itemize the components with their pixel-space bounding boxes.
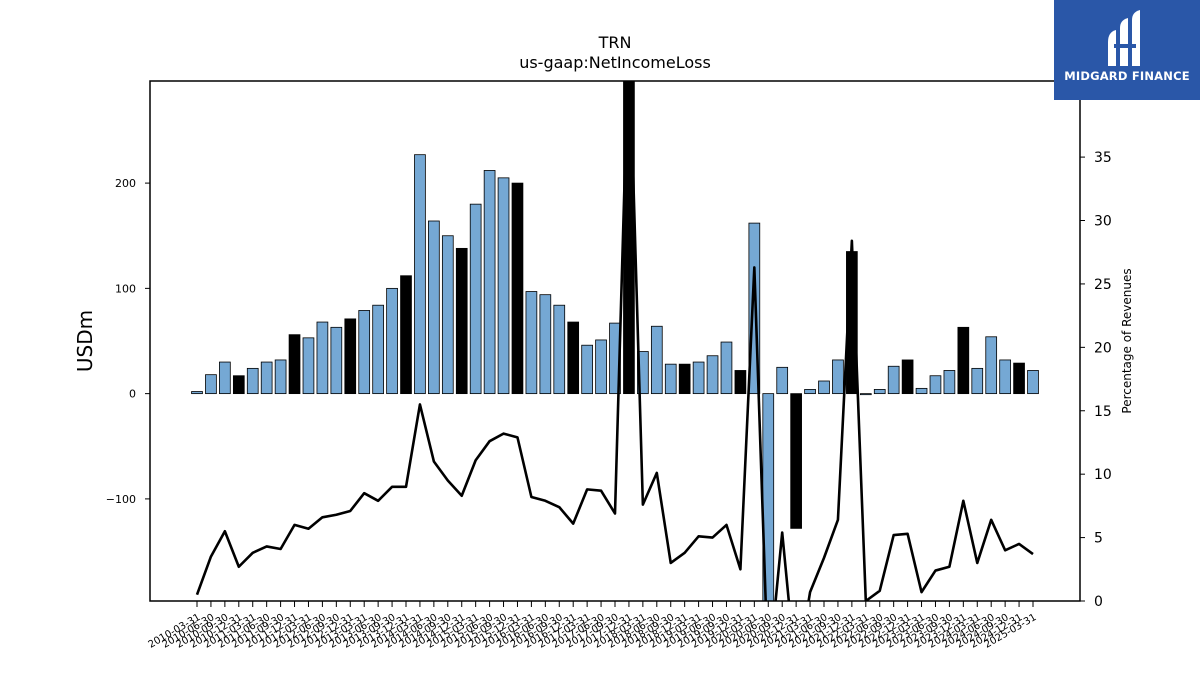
bar (678, 363, 691, 395)
bar (859, 393, 872, 396)
bar (985, 336, 998, 395)
bar (776, 366, 789, 395)
left-axis: −100 0 100 200 (106, 177, 150, 506)
left-tick-label: 200 (115, 177, 136, 190)
bar (246, 367, 259, 395)
bar (511, 182, 524, 395)
bar (650, 325, 663, 395)
bar (428, 220, 440, 395)
bar (692, 361, 705, 395)
bar (232, 375, 245, 395)
chart-subtitle: us-gaap:NetIncomeLoss (519, 53, 711, 72)
bar (818, 380, 830, 395)
bar (943, 370, 956, 395)
bar (664, 363, 677, 395)
bar (414, 154, 426, 395)
bar (525, 291, 538, 395)
bar (832, 359, 844, 395)
right-tick-label: 25 (1094, 277, 1112, 293)
bar (1027, 370, 1039, 395)
bar (971, 367, 984, 395)
right-tick-label: 35 (1094, 150, 1112, 166)
bar (790, 393, 802, 529)
bar (302, 337, 315, 395)
bar (288, 334, 301, 395)
left-tick-label: 100 (115, 282, 136, 295)
right-axis: 0 5 10 15 20 25 30 35 (1080, 150, 1112, 610)
bar (191, 391, 203, 395)
bar (567, 321, 580, 395)
bar (358, 310, 371, 395)
bar (455, 247, 468, 395)
bar (734, 370, 747, 395)
line-series-group (195, 81, 1034, 601)
right-tick-label: 5 (1094, 531, 1103, 547)
left-tick-label: −100 (106, 493, 136, 506)
bar (386, 287, 398, 395)
bar (205, 374, 217, 395)
bar (316, 321, 329, 395)
bar (441, 235, 454, 395)
bar (483, 170, 496, 395)
bar (901, 359, 914, 395)
bar-series (191, 81, 1039, 601)
right-axis-label: Percentage of Revenues (1120, 268, 1134, 413)
bar (469, 203, 482, 395)
bar (706, 355, 719, 395)
bar (595, 339, 607, 395)
bar (929, 375, 942, 395)
right-tick-label: 10 (1094, 467, 1112, 483)
bar (957, 326, 970, 395)
right-tick-label: 20 (1094, 340, 1112, 356)
bar (219, 361, 231, 395)
bar (400, 275, 412, 395)
left-axis-label: USDm (73, 310, 97, 372)
bar (372, 304, 384, 395)
bar (260, 361, 273, 395)
logo-text: MIDGARD FINANCE (1064, 69, 1190, 83)
bar (637, 351, 649, 395)
left-tick-label: 0 (129, 388, 136, 401)
bar (539, 294, 552, 395)
bar (274, 359, 287, 395)
right-tick-label: 0 (1094, 594, 1103, 610)
bar (720, 341, 733, 395)
bar (344, 318, 357, 395)
brand-logo: MIDGARD FINANCE (1054, 0, 1200, 100)
bar (804, 389, 816, 395)
bar (999, 359, 1011, 395)
bar (330, 326, 343, 395)
bar (748, 222, 761, 395)
right-tick-label: 15 (1094, 404, 1112, 420)
percentage-line (195, 81, 1034, 601)
right-tick-label: 30 (1094, 214, 1112, 230)
bar (581, 344, 593, 395)
x-axis: 2010-03-312010-06-302010-09-302010-12-31… (147, 601, 1039, 651)
bar (887, 365, 900, 395)
bar (553, 304, 566, 395)
bar (873, 389, 886, 395)
bar (497, 177, 510, 395)
bar (915, 387, 928, 395)
bar (1013, 362, 1025, 395)
chart-title: TRN (598, 33, 632, 52)
logo-mark-icon (1108, 10, 1140, 66)
